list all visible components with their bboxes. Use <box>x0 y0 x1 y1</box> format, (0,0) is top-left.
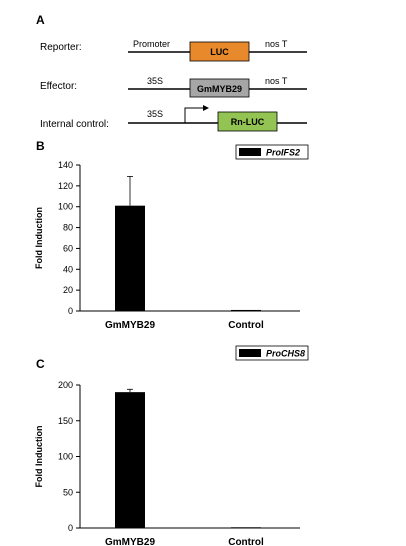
panel-c: C 0 50 100 150 200 Fold Induction GmMYB29 Contr… <box>34 345 309 546</box>
bar-gmmyb29 <box>115 392 145 528</box>
panel-b-letter: B <box>36 139 45 153</box>
category-label: Control <box>228 320 264 331</box>
internal-control-promoter-label: 35S <box>147 109 163 119</box>
y-tick-label: 150 <box>58 416 73 426</box>
reporter-construct: Reporter: Promoter LUC nos T <box>40 39 307 62</box>
legend-label: ProIFS2 <box>266 148 300 158</box>
category-label: GmMYB29 <box>105 537 155 546</box>
reporter-box-label: LUC <box>210 47 229 57</box>
reporter-luc-box <box>189 41 250 62</box>
y-tick-label: 0 <box>68 306 73 316</box>
y-tick-label: 100 <box>58 202 73 212</box>
y-tick-label: 120 <box>58 181 73 191</box>
chart-b: 0 20 40 60 80 100 120 140 Fold Induction GmMYB29 C… <box>34 144 309 331</box>
category-label: GmMYB29 <box>105 320 155 331</box>
effector-gmmyb29-box <box>189 78 250 98</box>
y-tick-label: 0 <box>68 523 73 533</box>
category-label: Control <box>228 537 264 546</box>
bar-gmmyb29 <box>115 205 145 311</box>
transcription-start-arrow-icon <box>184 107 203 123</box>
chart-c: 0 50 100 150 200 Fold Induction GmMYB29 Control… <box>34 345 309 546</box>
panel-a-letter: A <box>36 13 45 27</box>
y-tick-label: 40 <box>63 264 73 274</box>
legend: ProIFS2 <box>235 144 309 160</box>
panel-a: A Reporter: Promoter LUC nos T Effector:… <box>36 13 307 132</box>
effector-terminator-label: nos T <box>265 76 288 86</box>
legend-swatch <box>239 148 261 156</box>
arrowhead-icon <box>203 105 209 111</box>
y-tick-label: 140 <box>58 160 73 170</box>
y-tick-label: 20 <box>63 285 73 295</box>
bar-control <box>231 527 261 528</box>
internal-control-rnluc-box <box>217 111 278 132</box>
effector-construct: Effector: 35S GmMYB29 nos T <box>40 76 307 98</box>
reporter-terminator-label: nos T <box>265 39 288 49</box>
panel-c-letter: C <box>36 357 45 371</box>
y-tick-label: 100 <box>58 452 73 462</box>
internal-control-construct: Internal control: 35S Rn-LUC <box>40 105 307 132</box>
effector-box-label: GmMYB29 <box>197 84 242 94</box>
effector-label: Effector: <box>40 81 77 92</box>
effector-promoter-label: 35S <box>147 76 163 86</box>
legend-swatch <box>239 349 261 357</box>
bar-control <box>231 309 261 311</box>
legend-label: ProCHS8 <box>266 349 305 359</box>
internal-control-box-label: Rn-LUC <box>231 117 265 127</box>
internal-control-label: Internal control: <box>40 119 109 130</box>
y-tick-label: 80 <box>63 223 73 233</box>
legend: ProCHS8 <box>235 345 309 361</box>
y-tick-label: 50 <box>63 487 73 497</box>
y-axis-title: Fold Induction <box>34 207 44 269</box>
panel-b: B 0 20 40 60 80 100 120 140 Fold Induction GmMYB2… <box>34 139 309 331</box>
y-axis-title: Fold Induction <box>34 426 44 488</box>
reporter-label: Reporter: <box>40 42 82 53</box>
reporter-promoter-label: Promoter <box>133 39 170 49</box>
y-tick-label: 60 <box>63 243 73 253</box>
y-tick-label: 200 <box>58 380 73 390</box>
